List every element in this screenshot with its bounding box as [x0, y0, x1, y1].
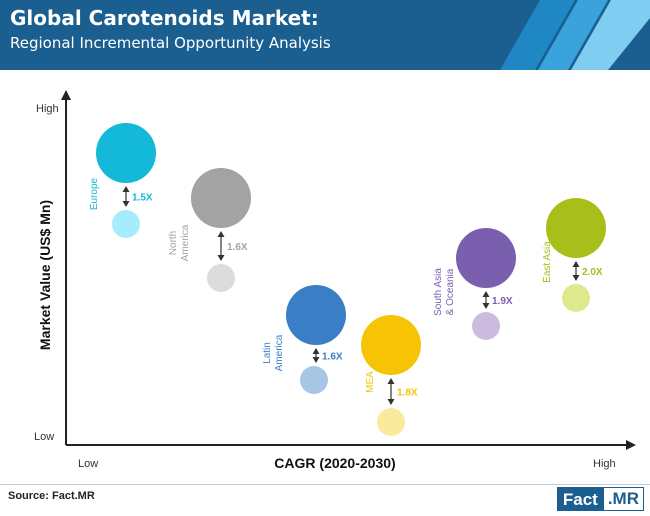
multiplier-label-3: 1.8X — [397, 388, 418, 399]
region-label-1: NorthAmerica — [168, 224, 191, 261]
x-axis-title: CAGR (2020-2030) — [274, 455, 395, 471]
growth-arrow-head-top-5 — [572, 261, 580, 267]
y-tick-low: Low — [34, 431, 54, 443]
bubble-base-3 — [377, 408, 405, 436]
region-label-line-0-0: Europe — [89, 177, 100, 210]
bubble-current-2 — [286, 285, 346, 345]
growth-arrow-head-top-0 — [122, 186, 130, 192]
region-label-line-4-1: & Oceania — [445, 268, 456, 315]
header-banner: Global Carotenoids Market: Regional Incr… — [0, 0, 650, 70]
region-label-line-1-1: America — [180, 224, 191, 261]
region-label-line-1-0: North — [168, 231, 179, 255]
region-label-4: South Asia& Oceania — [433, 268, 456, 316]
growth-arrow-head-bottom-3 — [387, 399, 395, 405]
region-label-line-3-0: MEA — [365, 371, 376, 393]
growth-arrow-head-bottom-2 — [312, 357, 320, 363]
growth-arrow-head-top-3 — [387, 378, 395, 384]
region-label-2: LatinAmerica — [262, 334, 285, 371]
decorative-stripes — [500, 0, 650, 70]
growth-arrow-head-top-2 — [312, 348, 320, 354]
region-label-5: East Asia — [542, 241, 553, 283]
bubble-base-0 — [112, 210, 140, 238]
y-axis-title: Market Value (US$ Mn) — [37, 200, 53, 350]
y-tick-high: High — [36, 103, 59, 115]
bubble-current-0 — [96, 123, 156, 183]
page-subtitle: Regional Incremental Opportunity Analysi… — [10, 34, 331, 52]
growth-arrow-head-top-4 — [482, 291, 490, 297]
bubble-current-5 — [546, 198, 606, 258]
region-label-3: MEA — [365, 371, 376, 393]
y-axis-arrow — [61, 90, 71, 100]
region-label-line-2-0: Latin — [262, 342, 273, 364]
multiplier-label-0: 1.5X — [132, 193, 153, 204]
factmr-logo: Fact .MR — [556, 487, 644, 511]
bubble-current-1 — [191, 168, 251, 228]
growth-arrow-head-bottom-1 — [217, 255, 225, 261]
bubble-base-5 — [562, 284, 590, 312]
logo-fact-text: Fact — [556, 487, 604, 511]
multiplier-label-1: 1.6X — [227, 242, 248, 253]
growth-arrow-head-bottom-4 — [482, 303, 490, 309]
multiplier-label-5: 2.0X — [582, 267, 603, 278]
multiplier-label-2: 1.6X — [322, 352, 343, 363]
region-label-0: Europe — [89, 177, 100, 210]
region-label-line-5-0: East Asia — [542, 241, 553, 283]
x-axis-arrow — [626, 440, 636, 450]
growth-arrow-head-top-1 — [217, 231, 225, 237]
bubble-current-4 — [456, 228, 516, 288]
source-note: Source: Fact.MR — [8, 490, 95, 502]
bubble-chart: High Low Low High CAGR (2020-2030) Market Val… — [34, 90, 636, 471]
growth-arrow-head-bottom-0 — [122, 201, 130, 207]
x-tick-low: Low — [78, 458, 98, 470]
growth-arrow-head-bottom-5 — [572, 275, 580, 281]
footer-divider — [0, 484, 650, 485]
logo-mr-text: .MR — [603, 487, 644, 511]
bubble-base-1 — [207, 264, 235, 292]
multiplier-label-4: 1.9X — [492, 296, 513, 307]
page-title: Global Carotenoids Market: — [10, 6, 319, 30]
region-label-line-2-1: America — [274, 334, 285, 371]
region-label-line-4-0: South Asia — [433, 268, 444, 316]
bubble-base-4 — [472, 312, 500, 340]
bubble-current-3 — [361, 315, 421, 375]
bubble-base-2 — [300, 366, 328, 394]
x-tick-high: High — [593, 458, 616, 470]
